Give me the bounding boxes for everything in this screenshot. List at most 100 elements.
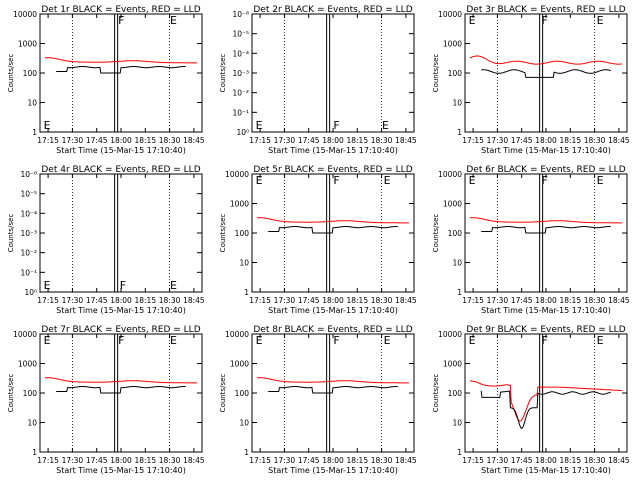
y-tick-label: 1 bbox=[244, 448, 249, 457]
x-tick-label: 18:15 bbox=[559, 456, 581, 465]
marker-f: F bbox=[118, 334, 124, 347]
marker-e: E bbox=[597, 334, 604, 347]
y-tick-label: 10⁻⁴ bbox=[232, 49, 249, 58]
series-lld-red bbox=[256, 377, 410, 384]
x-tick-label: 17:45 bbox=[86, 296, 108, 305]
x-axis-label: Start Time (15-Mar-15 17:10:40) bbox=[481, 466, 611, 475]
y-tick-label: 10⁻² bbox=[232, 89, 249, 98]
y-tick-label: 10 bbox=[27, 419, 37, 428]
x-tick-label: 18:00 bbox=[110, 456, 132, 465]
y-tick-label: 10000 bbox=[13, 330, 37, 339]
panel-title: Det 6r BLACK = Events, RED = LLD bbox=[466, 165, 625, 175]
y-tick-label: 10 bbox=[452, 99, 462, 108]
plot-frame bbox=[251, 173, 415, 293]
x-tick-label: 18:00 bbox=[535, 296, 557, 305]
x-tick-label: 18:00 bbox=[322, 296, 344, 305]
marker-e: E bbox=[256, 119, 263, 132]
x-tick-label: 18:15 bbox=[346, 456, 368, 465]
y-axis-label: Counts/sec bbox=[432, 214, 440, 253]
x-tick-label: 17:30 bbox=[274, 456, 296, 465]
y-tick-label: 1 bbox=[457, 288, 462, 297]
x-tick-label: 17:15 bbox=[249, 136, 271, 145]
marker-e: E bbox=[384, 174, 391, 187]
y-tick-label: 10 bbox=[452, 259, 462, 268]
y-axis-label: Counts/sec bbox=[7, 214, 15, 253]
marker-f: F bbox=[118, 14, 124, 27]
y-tick-label: 1000 bbox=[443, 360, 462, 369]
y-tick-label: 1 bbox=[457, 128, 462, 137]
x-axis-label: Start Time (15-Mar-15 17:10:40) bbox=[56, 306, 186, 315]
x-tick-label: 18:30 bbox=[584, 136, 606, 145]
y-tick-label: 100 bbox=[448, 389, 463, 398]
series-lld-red bbox=[44, 57, 198, 64]
x-tick-label: 17:15 bbox=[37, 456, 59, 465]
x-tick-label: 18:45 bbox=[608, 136, 630, 145]
y-tick-label: 10⁰ bbox=[24, 288, 37, 297]
x-tick-label: 18:30 bbox=[371, 136, 393, 145]
marker-e: E bbox=[170, 334, 177, 347]
x-tick-label: 18:00 bbox=[322, 456, 344, 465]
x-tick-label: 18:45 bbox=[608, 456, 630, 465]
series-lld-red bbox=[469, 217, 623, 224]
plot-frame bbox=[251, 333, 415, 453]
x-tick-label: 17:45 bbox=[86, 136, 108, 145]
x-tick-label: 17:15 bbox=[462, 296, 484, 305]
y-tick-label: 100 bbox=[448, 229, 463, 238]
y-tick-label: 10⁻³ bbox=[232, 69, 249, 78]
y-tick-label: 10000 bbox=[225, 330, 249, 339]
marker-e: E bbox=[170, 14, 177, 27]
x-axis-label: Start Time (15-Mar-15 17:10:40) bbox=[481, 306, 611, 315]
panel-title: Det 5r BLACK = Events, RED = LLD bbox=[253, 165, 412, 175]
series-lld-red bbox=[44, 377, 198, 384]
x-tick-label: 18:00 bbox=[322, 136, 344, 145]
panel-title: Det 9r BLACK = Events, RED = LLD bbox=[466, 325, 625, 335]
x-tick-label: 17:30 bbox=[62, 136, 84, 145]
y-tick-label: 10⁻¹ bbox=[20, 268, 37, 277]
x-tick-label: 18:00 bbox=[110, 296, 132, 305]
y-tick-label: 10 bbox=[27, 99, 37, 108]
marker-f: F bbox=[120, 279, 126, 292]
panel-det-4: Det 4r BLACK = Events, RED = LLD 10⁰ 10⁻¹ 1… bbox=[7, 165, 205, 315]
x-tick-label: 18:00 bbox=[110, 136, 132, 145]
y-tick-label: 1 bbox=[457, 448, 462, 457]
x-tick-label: 18:45 bbox=[395, 456, 417, 465]
y-tick-label: 10000 bbox=[438, 10, 462, 19]
y-tick-label: 10⁻⁶ bbox=[232, 10, 249, 19]
marker-e: E bbox=[44, 119, 51, 132]
x-tick-label: 18:00 bbox=[535, 136, 557, 145]
marker-e: E bbox=[469, 14, 476, 27]
x-tick-label: 17:45 bbox=[298, 136, 320, 145]
y-tick-label: 1000 bbox=[443, 200, 462, 209]
marker-f: F bbox=[333, 119, 339, 132]
series-events-black bbox=[268, 386, 398, 394]
series-lld-red bbox=[469, 55, 623, 65]
series-lld-red bbox=[256, 217, 410, 224]
x-tick-label: 18:30 bbox=[584, 456, 606, 465]
plot-frame bbox=[464, 173, 628, 293]
x-tick-label: 18:15 bbox=[134, 296, 156, 305]
x-tick-label: 18:30 bbox=[371, 456, 393, 465]
panel-title: Det 3r BLACK = Events, RED = LLD bbox=[466, 5, 625, 15]
x-tick-label: 18:45 bbox=[183, 136, 205, 145]
x-tick-label: 18:45 bbox=[608, 296, 630, 305]
y-tick-label: 100 bbox=[235, 389, 250, 398]
x-tick-label: 18:30 bbox=[159, 296, 181, 305]
marker-e: E bbox=[256, 334, 263, 347]
y-tick-label: 10⁻³ bbox=[20, 229, 37, 238]
y-axis-label: Counts/sec bbox=[219, 54, 227, 93]
plot-frame bbox=[39, 333, 203, 453]
y-tick-label: 10000 bbox=[13, 10, 37, 19]
y-tick-label: 10 bbox=[239, 259, 249, 268]
y-tick-label: 1 bbox=[32, 448, 37, 457]
x-tick-label: 18:45 bbox=[183, 456, 205, 465]
x-tick-label: 17:45 bbox=[298, 456, 320, 465]
marker-e: E bbox=[384, 334, 391, 347]
y-tick-label: 10000 bbox=[438, 170, 462, 179]
series-events-black bbox=[481, 69, 611, 78]
x-tick-label: 17:45 bbox=[511, 136, 533, 145]
panel-det-7: Det 7r BLACK = Events, RED = LLD 1 10 100 10… bbox=[7, 325, 205, 475]
x-tick-label: 18:15 bbox=[346, 296, 368, 305]
x-tick-label: 18:45 bbox=[395, 296, 417, 305]
y-tick-label: 1000 bbox=[230, 200, 249, 209]
panel-title: Det 8r BLACK = Events, RED = LLD bbox=[253, 325, 412, 335]
